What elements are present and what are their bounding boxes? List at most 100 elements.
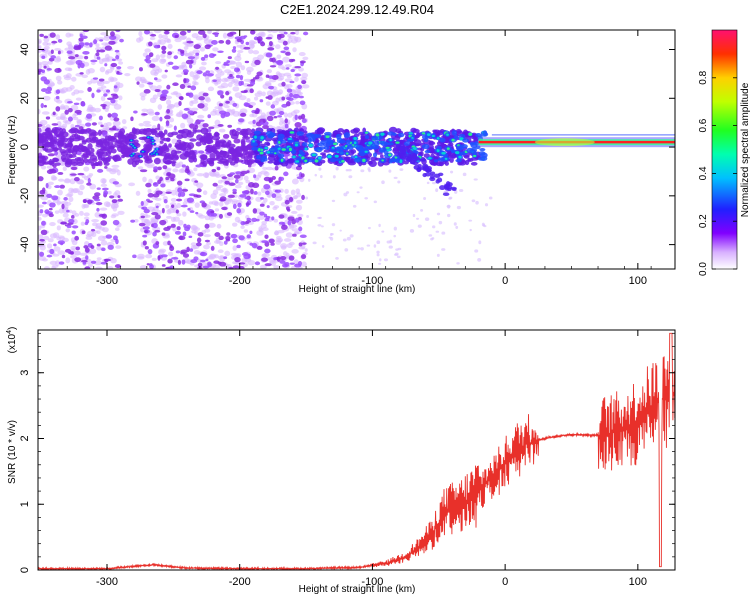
spectrogram-blob: [73, 177, 80, 182]
spectrogram-blob: [189, 71, 195, 78]
spectrogram-blob: [176, 213, 182, 217]
spectrogram-blob: [38, 204, 44, 208]
spectrogram-blob: [435, 230, 440, 233]
spectrogram-blob: [181, 164, 186, 168]
spectrogram-blob: [101, 187, 109, 191]
spectrogram-blob: [244, 60, 250, 64]
spectrogram-blob: [153, 166, 159, 171]
spectrogram-blob: [70, 254, 77, 259]
spectrogram-blob: [273, 160, 281, 166]
spectrogram-blob: [111, 148, 117, 154]
spectrogram-blob: [150, 218, 159, 225]
spectrogram-blob: [227, 81, 233, 88]
spectrogram-blob: [83, 216, 90, 220]
spectrogram-blob: [81, 74, 89, 79]
spectrogram-blob: [226, 108, 232, 113]
spectrogram-blob: [62, 212, 69, 218]
spectrogram-blob: [44, 209, 50, 214]
spectrogram-blob: [80, 221, 85, 226]
spectrogram-blob: [110, 137, 118, 143]
spectrogram-blob: [155, 241, 160, 245]
spectrogram-blob: [186, 197, 195, 203]
spectrogram-blob: [138, 83, 145, 88]
spectrogram-blob: [488, 196, 493, 200]
spectrogram-blob: [128, 182, 136, 187]
spectrogram-blob: [100, 95, 106, 102]
spectrogram-blob: [214, 132, 220, 136]
spectrogram-blob: [54, 162, 62, 166]
spectrogram-blob: [273, 257, 277, 261]
spectrogram-blob: [103, 93, 108, 97]
snr-y-label: SNR (10 * v/v): [7, 420, 18, 484]
spectrogram-blob: [378, 147, 386, 152]
spectrogram-blob: [473, 178, 478, 181]
spectrogram-blob: [125, 147, 134, 154]
spectrogram-blob: [57, 38, 63, 43]
spectrogram-blob: [299, 100, 306, 106]
spectrogram-blob: [210, 210, 215, 214]
spectrogram-blob: [72, 225, 79, 229]
spectrogram-blob: [144, 48, 151, 53]
spectrogram-blob: [420, 208, 424, 212]
spectrogram-blob: [304, 147, 308, 151]
spectrogram-blob: [176, 202, 182, 209]
spectrogram-blob: [114, 227, 120, 231]
spectrogram-blob: [164, 30, 170, 35]
spectrogram-blob: [256, 154, 262, 160]
spectrogram-blob: [217, 123, 224, 127]
spectrogram-blob: [58, 261, 65, 265]
spectrogram-blob: [253, 96, 259, 101]
spectrogram-blob: [104, 165, 108, 169]
spectrogram-blob: [138, 122, 145, 127]
spectrogram-blob: [157, 123, 161, 129]
spectrogram-blob: [321, 153, 327, 159]
spectrogram-blob: [360, 247, 364, 251]
spectrogram-blob: [474, 249, 479, 253]
spectrogram-blob: [99, 66, 106, 73]
spectrogram-blob: [433, 159, 439, 163]
spectrogram-blob: [274, 180, 281, 185]
spectrogram-blob: [285, 101, 291, 107]
spectrogram-blob: [223, 199, 232, 205]
spectrogram-blob: [245, 41, 250, 46]
spectrogram-blob: [278, 110, 285, 116]
spectrogram-blob: [87, 199, 93, 205]
spectrogram-blob: [130, 154, 133, 157]
spectrogram-blob: [424, 172, 432, 177]
spectrogram-frame: [37, 29, 676, 270]
spectrogram-blob: [212, 47, 219, 52]
spectrogram-blob: [224, 180, 230, 185]
spectrogram-blob: [40, 195, 49, 201]
spectrogram-blob: [477, 258, 482, 262]
spectrogram-blob: [232, 238, 238, 244]
spectrogram-blob: [393, 234, 397, 238]
spectrogram-blob: [408, 132, 413, 135]
spectrogram-blob: [202, 123, 209, 128]
spectrogram-blob: [254, 135, 257, 139]
spectrogram-blob: [237, 50, 244, 54]
spectrogram-blob: [180, 251, 186, 255]
spectrogram-blob: [204, 239, 211, 243]
spectrogram-blob: [141, 206, 145, 210]
spectrogram-blob: [163, 129, 168, 135]
spectrogram-blob: [76, 161, 84, 167]
spectrogram-blob: [182, 69, 189, 74]
spectrogram-blob: [142, 240, 147, 246]
spectrogram-blob: [204, 223, 210, 229]
spectrogram-blob: [85, 69, 91, 75]
spectrogram-blob: [295, 100, 300, 105]
spectrogram-blob: [463, 154, 470, 159]
spectrogram-blob: [51, 195, 59, 201]
spectrogram-blob: [296, 91, 303, 96]
spectrogram-blob: [266, 205, 270, 209]
spectrogram-blob: [430, 237, 434, 241]
spectrogram-blob: [301, 84, 310, 89]
spectrogram-blob: [387, 131, 395, 136]
spectrogram-blob: [105, 69, 113, 74]
spectrogram-blob: [269, 110, 276, 116]
spectrogram-blob: [63, 178, 72, 184]
spectrogram-blob: [152, 222, 158, 229]
spectrogram-blob: [199, 138, 204, 143]
spectrogram-blob: [447, 213, 451, 218]
spectrogram-blob: [279, 255, 287, 261]
